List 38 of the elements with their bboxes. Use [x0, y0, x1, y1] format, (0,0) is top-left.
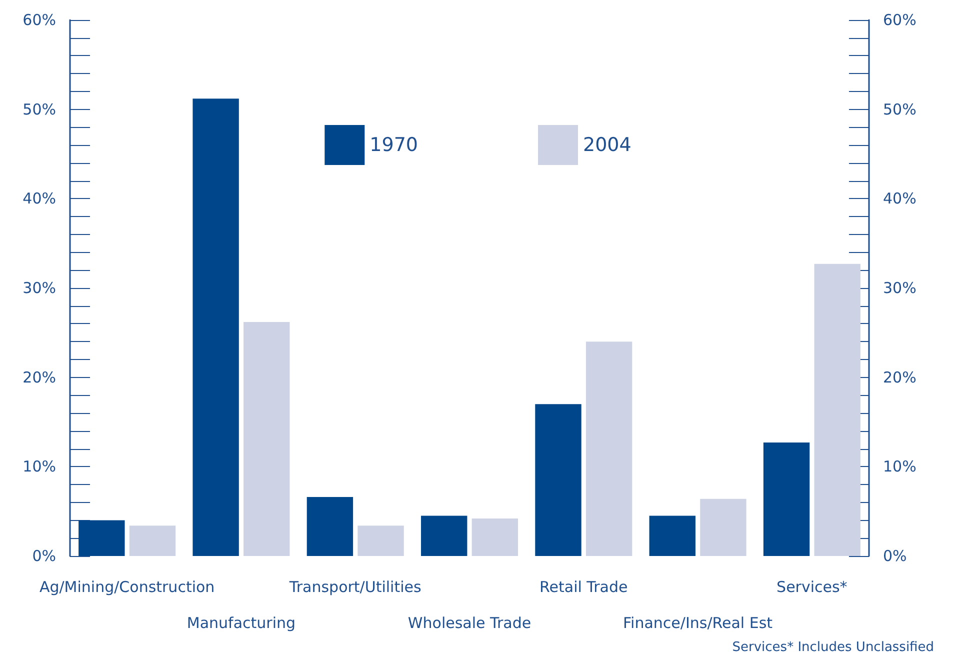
- y-tick-label: 20%: [22, 368, 56, 386]
- y-tick-label: 30%: [22, 279, 56, 297]
- x-tick-label: Retail Trade: [540, 578, 628, 596]
- y2-tick-label: 60%: [883, 11, 916, 29]
- bar: [192, 98, 239, 556]
- bar: [244, 322, 290, 556]
- legend-label: 2004: [583, 134, 632, 156]
- bar: [472, 518, 518, 556]
- y2-tick-label: 30%: [883, 279, 916, 297]
- x-tick-label: Ag/Mining/Construction: [39, 578, 215, 596]
- y-tick-label: 40%: [22, 190, 56, 208]
- y-tick-label: 60%: [22, 11, 56, 29]
- x-tick-label: Services*: [776, 578, 848, 596]
- bar: [649, 516, 696, 556]
- y2-tick-label: 50%: [883, 100, 916, 118]
- bar: [535, 404, 582, 556]
- y2-tick-label: 0%: [883, 547, 907, 565]
- x-tick-label: Finance/Ins/Real Est: [623, 614, 773, 632]
- bar: [78, 520, 125, 556]
- bar: [586, 342, 632, 556]
- bar: [763, 442, 810, 556]
- legend-label: 1970: [370, 134, 418, 156]
- y-tick-label: 10%: [22, 458, 56, 476]
- x-tick-label: Transport/Utilities: [288, 578, 422, 596]
- bar: [358, 526, 404, 556]
- y2-tick-label: 10%: [883, 458, 916, 476]
- x-tick-label: Wholesale Trade: [408, 614, 532, 632]
- bar: [814, 264, 860, 556]
- y-tick-label: 50%: [22, 100, 56, 118]
- y2-tick-label: 40%: [883, 190, 916, 208]
- y-tick-label: 0%: [32, 547, 56, 565]
- bar: [306, 497, 354, 556]
- y2-tick-label: 20%: [883, 368, 916, 386]
- bar: [700, 498, 746, 556]
- x-tick-label: Manufacturing: [186, 614, 296, 632]
- text: Services* Includes Unclassified: [732, 640, 934, 655]
- bar: [420, 516, 468, 556]
- bar: [129, 526, 176, 556]
